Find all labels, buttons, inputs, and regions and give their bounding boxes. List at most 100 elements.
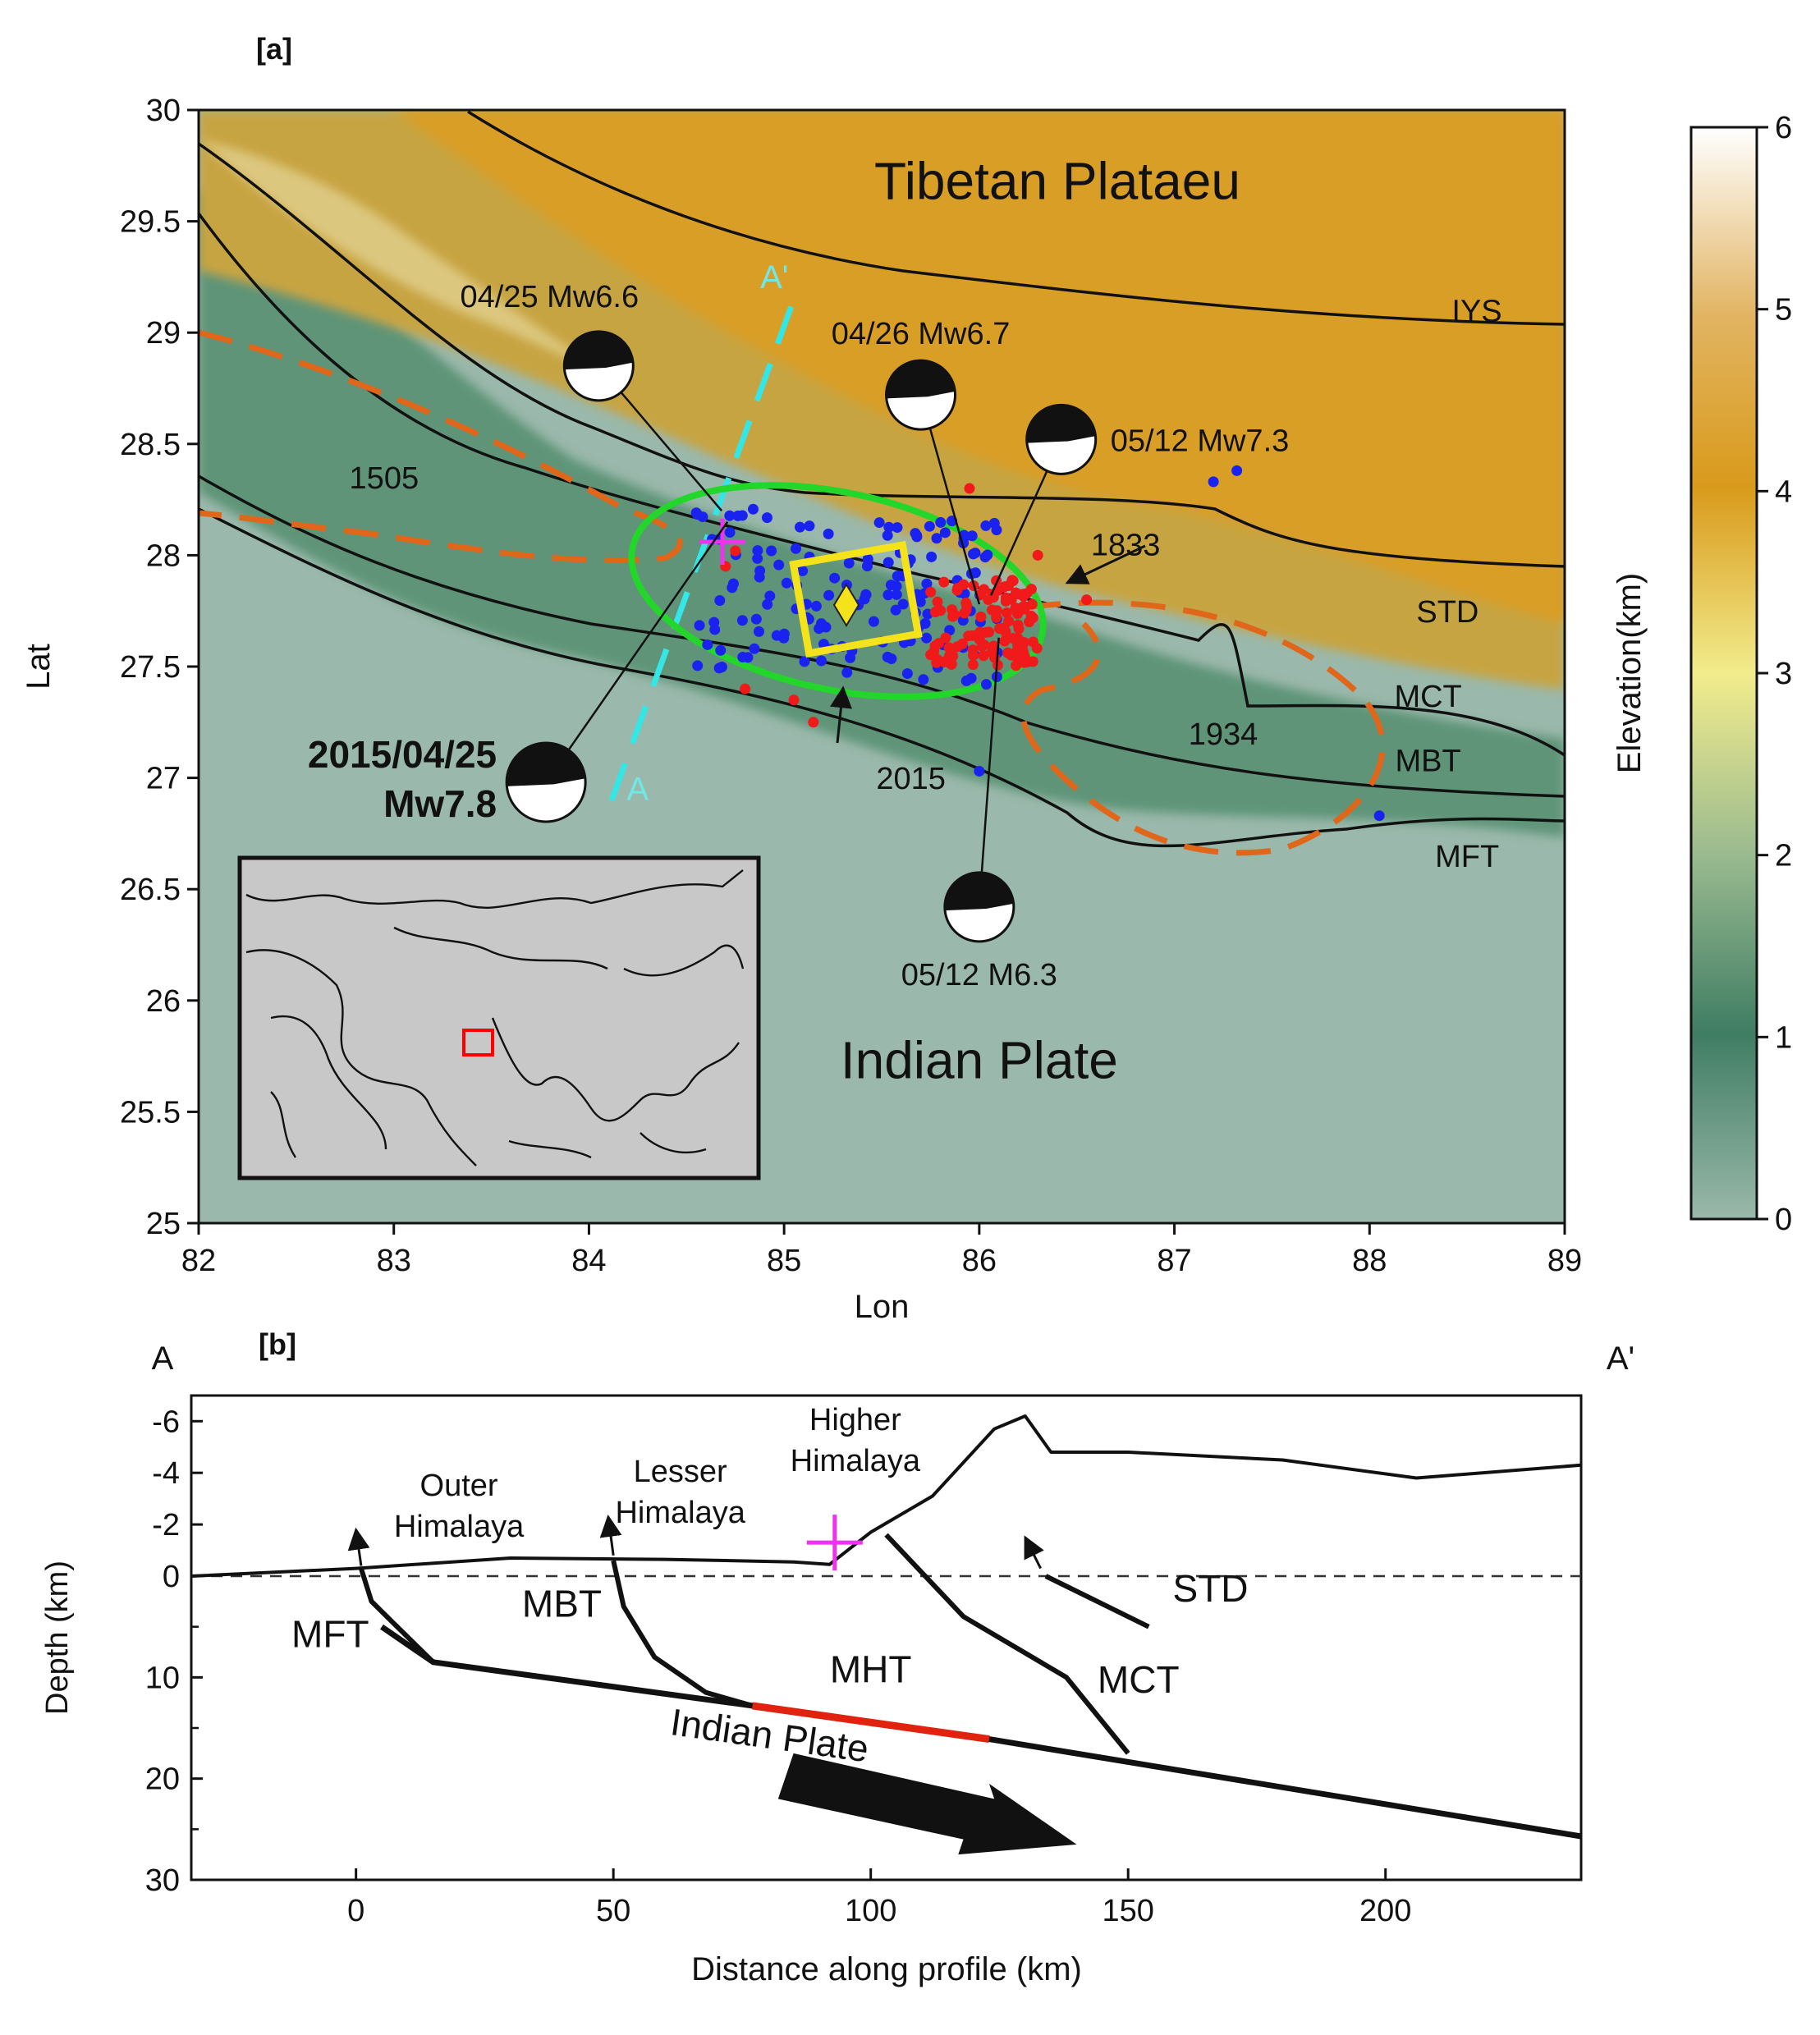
distance-tick-label: 0 (347, 1894, 364, 1928)
aftershock-blue (918, 674, 929, 685)
lon-tick-label: 82 (181, 1244, 216, 1278)
aftershock-blue (816, 655, 827, 667)
lat-tick-label: 27.5 (120, 650, 181, 685)
inset-coastlines (245, 869, 745, 1166)
inset-study-area-box (462, 1029, 494, 1056)
historic-ruptures (199, 329, 1386, 856)
aftershock-red (940, 632, 951, 644)
rupture-label: 1505 (350, 461, 419, 496)
aftershock-red (964, 483, 975, 494)
aftershock-blue (901, 668, 913, 680)
aftershock-blue (921, 578, 933, 589)
colorbar-tick-label: 3 (1775, 657, 1792, 691)
inset-frame (237, 855, 761, 1180)
colorbar-label: Elevation(km) (1611, 573, 1648, 774)
aftershock-red (808, 717, 819, 728)
aftershock-blue (892, 522, 903, 534)
fault-label: MCT (1394, 680, 1461, 714)
distance-tick-label: 150 (1103, 1894, 1154, 1928)
aftershock-blue (750, 613, 762, 625)
aftershock-blue (752, 545, 763, 557)
aftershock-blue (692, 660, 704, 671)
aftershock-red (935, 605, 947, 616)
topography-profile (190, 1414, 1582, 1578)
aftershock-blue (791, 543, 802, 554)
slip-box (789, 540, 923, 658)
section-xlabel: Distance along profile (km) (691, 1951, 1082, 1987)
aftershock-blue (926, 551, 938, 562)
colorbar-tick-label: 6 (1775, 111, 1792, 145)
mainshock-leader-line (545, 521, 729, 783)
aftershock-blue (810, 600, 822, 612)
aftershock-blue (882, 557, 894, 568)
aftershock-red (979, 639, 990, 650)
aftershock-blue (781, 577, 792, 589)
aftershock-red (975, 611, 987, 622)
section-ylabel: Depth (km) (40, 1561, 75, 1715)
distance-tick-label: 200 (1359, 1894, 1411, 1928)
beachball-icon (885, 359, 957, 431)
aftershock-red (979, 584, 990, 595)
section-fault-label: MBT (522, 1582, 602, 1625)
depth-tick-label: 0 (163, 1560, 180, 1594)
rupture-label: 2015 (876, 762, 946, 796)
aftershock-red (983, 594, 994, 606)
aftershock-blue (966, 530, 978, 542)
aftershock-blue (883, 521, 895, 533)
aftershock-blue (697, 511, 708, 523)
lat-tick-label: 28.5 (120, 428, 181, 462)
aftershock-red (986, 646, 997, 658)
aftershock-red (730, 545, 741, 557)
aftershock-red (932, 596, 943, 607)
aftershock-red (1003, 616, 1015, 627)
aftershock-red (978, 650, 989, 662)
zone-label: Himalaya (394, 1510, 525, 1544)
aftershock-red (947, 611, 959, 622)
mct-splay (884, 1533, 1130, 1755)
aftershock-blue (753, 626, 764, 637)
panel-b-label: [b] (259, 1327, 296, 1361)
aftershock-red (929, 640, 941, 652)
beachball-icon (943, 871, 1015, 943)
mainshock-beachball-icon (505, 741, 587, 823)
profile-end-a-prime: A' (1607, 1341, 1634, 1377)
plate-motion-arrow (777, 1753, 1077, 1855)
aftershock-blue (724, 510, 736, 521)
snow-highs (199, 140, 624, 386)
zone-label: Himalaya (791, 1444, 921, 1478)
arrow-2015 (830, 685, 852, 744)
section-fault-label: MCT (1098, 1658, 1180, 1701)
rupture-label: A (627, 772, 649, 808)
aftershock-red (1012, 619, 1024, 630)
aftershock-blue (968, 548, 979, 560)
aftershock-blue (715, 644, 727, 656)
aftershock-red (986, 604, 997, 616)
event-leader-line (919, 394, 981, 605)
colorbar: 6 5 4 3 2 1 0 Elevation(km) (1611, 111, 1792, 1237)
lon-tick-label: 84 (571, 1244, 606, 1278)
lon-tick-label: 87 (1157, 1244, 1191, 1278)
lon-tick-label: 89 (1547, 1244, 1582, 1278)
colorbar-tick-label: 5 (1775, 293, 1792, 328)
aftershock-blue (823, 589, 835, 601)
aftershock-red (1017, 646, 1029, 658)
aftershock-blue (754, 565, 766, 576)
std-motion-arrow (1024, 1535, 1044, 1570)
event-label: 04/25 Mw6.6 (461, 280, 640, 314)
aftershock-blue (868, 616, 879, 627)
panel-a-label: [a] (256, 32, 292, 66)
map-ylabel: Lat (21, 644, 57, 690)
aftershock-red (1002, 632, 1013, 644)
aftershock-red (967, 649, 979, 661)
panel-b: [b] A A' 0 50 100 150 200 -6 -4 -2 0 10 20 30 Outer… (40, 1327, 1634, 1987)
aftershock-blue (761, 512, 772, 524)
aftershock-red (1031, 643, 1043, 654)
mft-motion-arrow (347, 1527, 370, 1566)
depth-tick-label: 30 (145, 1863, 180, 1898)
plateau-zone (394, 110, 1565, 624)
aftershock-red (1012, 633, 1024, 644)
mbt-splay (611, 1560, 754, 1708)
aftershock-red (966, 630, 978, 641)
aftershock-blue (891, 589, 902, 600)
aftershock-blue (897, 598, 909, 610)
